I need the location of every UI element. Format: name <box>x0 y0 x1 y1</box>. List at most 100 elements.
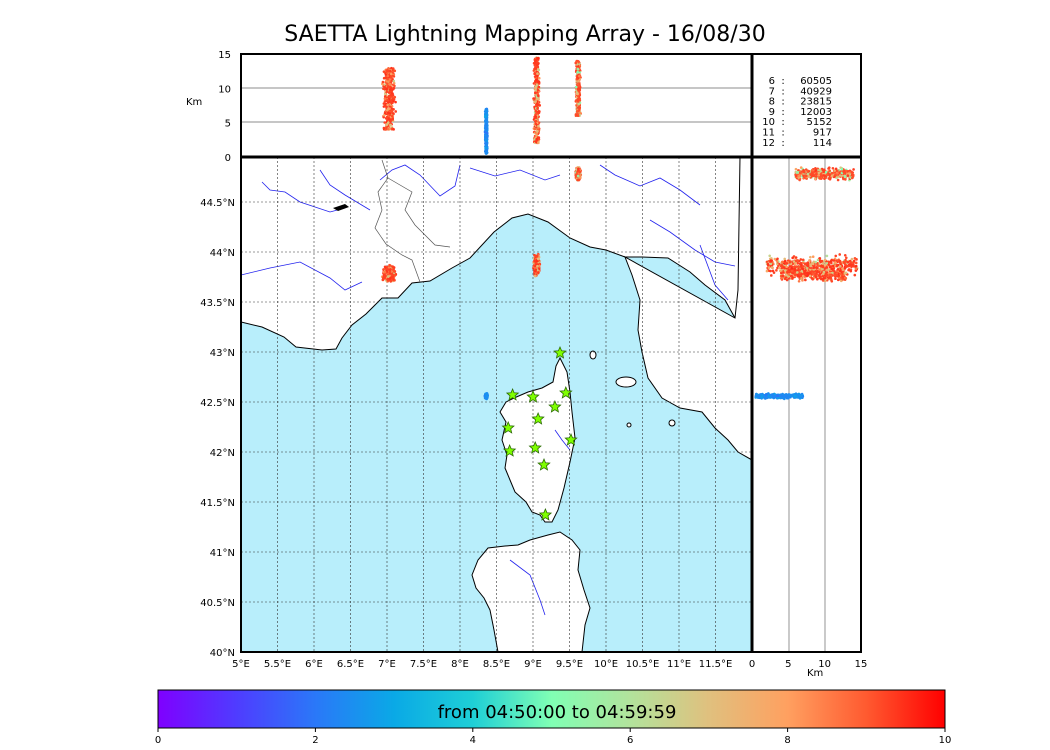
strike-point-alt-lat <box>838 253 842 256</box>
strike-point-alt-lon <box>578 111 582 115</box>
strike-point-alt-lon <box>485 132 489 135</box>
top-altitude-panel <box>241 54 861 157</box>
strike-point-alt-lat <box>792 265 796 269</box>
strike-point-alt-lon <box>386 77 389 81</box>
strike-point-alt-lon <box>385 69 389 72</box>
strike-point-alt-lon <box>485 109 488 112</box>
counts-row: 6:60505 <box>769 76 832 87</box>
strike-point-alt-lon <box>577 97 580 100</box>
strike-point-alt-lon <box>533 64 537 67</box>
strike-point-alt-lon <box>485 113 489 116</box>
strike-point-alt-lon <box>393 69 397 73</box>
top-ytick-label: 0 <box>225 153 231 164</box>
strike-point-alt-lon <box>533 80 537 84</box>
counts-level: 9 <box>769 107 775 118</box>
strike-point-alt-lon <box>383 94 387 98</box>
strike-point-alt-lat <box>801 267 805 271</box>
lat-tick-label: 43°N <box>210 348 235 359</box>
strike-point-alt-lat <box>796 259 800 262</box>
lat-tick-label: 42°N <box>210 448 235 459</box>
strike-point-alt-lat <box>785 262 789 265</box>
lon-tick-label: 10.5°E <box>626 659 660 670</box>
strike-point-alt-lat <box>806 271 809 275</box>
strike-point-alt-lat <box>797 279 801 283</box>
station-star <box>531 411 545 425</box>
strike-point-alt-lon <box>389 72 393 76</box>
strike-point-alt-lat <box>791 277 794 280</box>
strike-point-alt-lon <box>533 75 537 78</box>
strike-point-alt-lat <box>799 172 802 175</box>
strike-point-alt-lat <box>830 171 834 175</box>
strike-point-alt-lon <box>385 108 389 112</box>
strike-point-alt-lon <box>390 114 394 118</box>
strike-point-alt-lon <box>535 134 538 137</box>
strike-point-alt-lat <box>772 271 776 274</box>
strike-point-alt-lat <box>799 166 803 169</box>
strike-point <box>386 275 390 278</box>
strike-point-alt-lat <box>812 260 816 264</box>
strike-point-alt-lat <box>788 260 792 264</box>
lat-tick-label: 40°N <box>210 648 235 659</box>
strike-point-alt-lat <box>795 265 799 268</box>
strike-point-alt-lat <box>843 254 847 257</box>
corsica-island <box>499 356 576 523</box>
strike-point-alt-lat <box>830 258 833 262</box>
strike-point-alt-lat <box>819 177 823 180</box>
strike-point-alt-lon <box>536 72 539 75</box>
strike-point-alt-lat <box>811 277 815 281</box>
lon-tick-labels: 5°E 5.5°E 6°E 6.5°E 7°E 7.5°E 8°E 8.5°E 9°E 9.5°E… <box>232 659 732 670</box>
strike-point-alt-lat <box>830 261 833 265</box>
strike-point-alt-lon <box>383 111 387 115</box>
strike-point-alt-lon <box>392 81 396 85</box>
strike-point-alt-lat <box>794 167 798 171</box>
strike-point-alt-lat <box>798 178 801 182</box>
strike-point-alt-lat <box>793 394 797 398</box>
strike-point-alt-lat <box>791 262 795 266</box>
strike-point-alt-lat <box>793 268 797 272</box>
strike-point-alt-lon <box>392 128 395 131</box>
strike-point-alt-lat <box>770 266 774 269</box>
strike-point-alt-lon <box>536 63 539 67</box>
strike-point-alt-lat <box>796 170 800 174</box>
strike-point-alt-lat <box>800 276 803 280</box>
strike-point-alt-lon <box>536 57 540 60</box>
strike-point-alt-lat <box>788 265 792 268</box>
strike-point-alt-lon <box>386 99 390 102</box>
strike-point-alt-lat <box>847 172 850 175</box>
strike-point-alt-lon <box>533 72 536 76</box>
strike-point-alt-lat <box>806 172 810 176</box>
strike-point-alt-lat <box>846 174 850 177</box>
strike-point-alt-lon <box>484 125 488 128</box>
strike-point-alt-lat <box>850 257 854 261</box>
borders <box>374 159 451 283</box>
strike-point-alt-lon <box>389 119 392 122</box>
strike-point <box>534 268 538 272</box>
rivers <box>241 164 736 616</box>
strike-point-alt-lat <box>809 255 812 259</box>
counts-sep: : <box>781 107 784 118</box>
strike-point-alt-lon <box>576 67 580 71</box>
colorbar-ticks: 0 2 4 6 8 10 <box>155 728 951 746</box>
strike-point-alt-lon <box>386 101 390 104</box>
strike-point-alt-lon <box>382 102 386 105</box>
strike-point-alt-lat <box>846 170 850 173</box>
strike-point-alt-lat <box>775 269 778 272</box>
strike-point-alt-lat <box>825 254 829 258</box>
strike-point-alt-lat <box>803 170 806 174</box>
strike-point-alt-lon <box>576 100 580 103</box>
strike-point-alt-lat <box>834 254 838 258</box>
strike-point-alt-lon <box>385 87 388 91</box>
strike-point-alt-lat <box>760 393 764 397</box>
lat-tick-label: 44°N <box>210 248 235 259</box>
strike-point-alt-lon <box>484 134 487 137</box>
strike-point-alt-lat <box>781 274 784 278</box>
right-xtick-label: 15 <box>855 659 868 670</box>
strike-point-alt-lat <box>832 259 836 262</box>
strike-point-alt-lon <box>388 91 391 94</box>
strike-point-alt-lon <box>386 82 389 85</box>
strike-point-alt-lat <box>769 274 773 277</box>
colorbar: from 04:50:00 to 04:59:59 0 2 4 6 8 10 <box>155 689 951 746</box>
lon-tick-label: 8.5°E <box>483 659 510 670</box>
strike-point-alt-lat <box>794 256 798 259</box>
lon-tick-label: 9.5°E <box>556 659 583 670</box>
